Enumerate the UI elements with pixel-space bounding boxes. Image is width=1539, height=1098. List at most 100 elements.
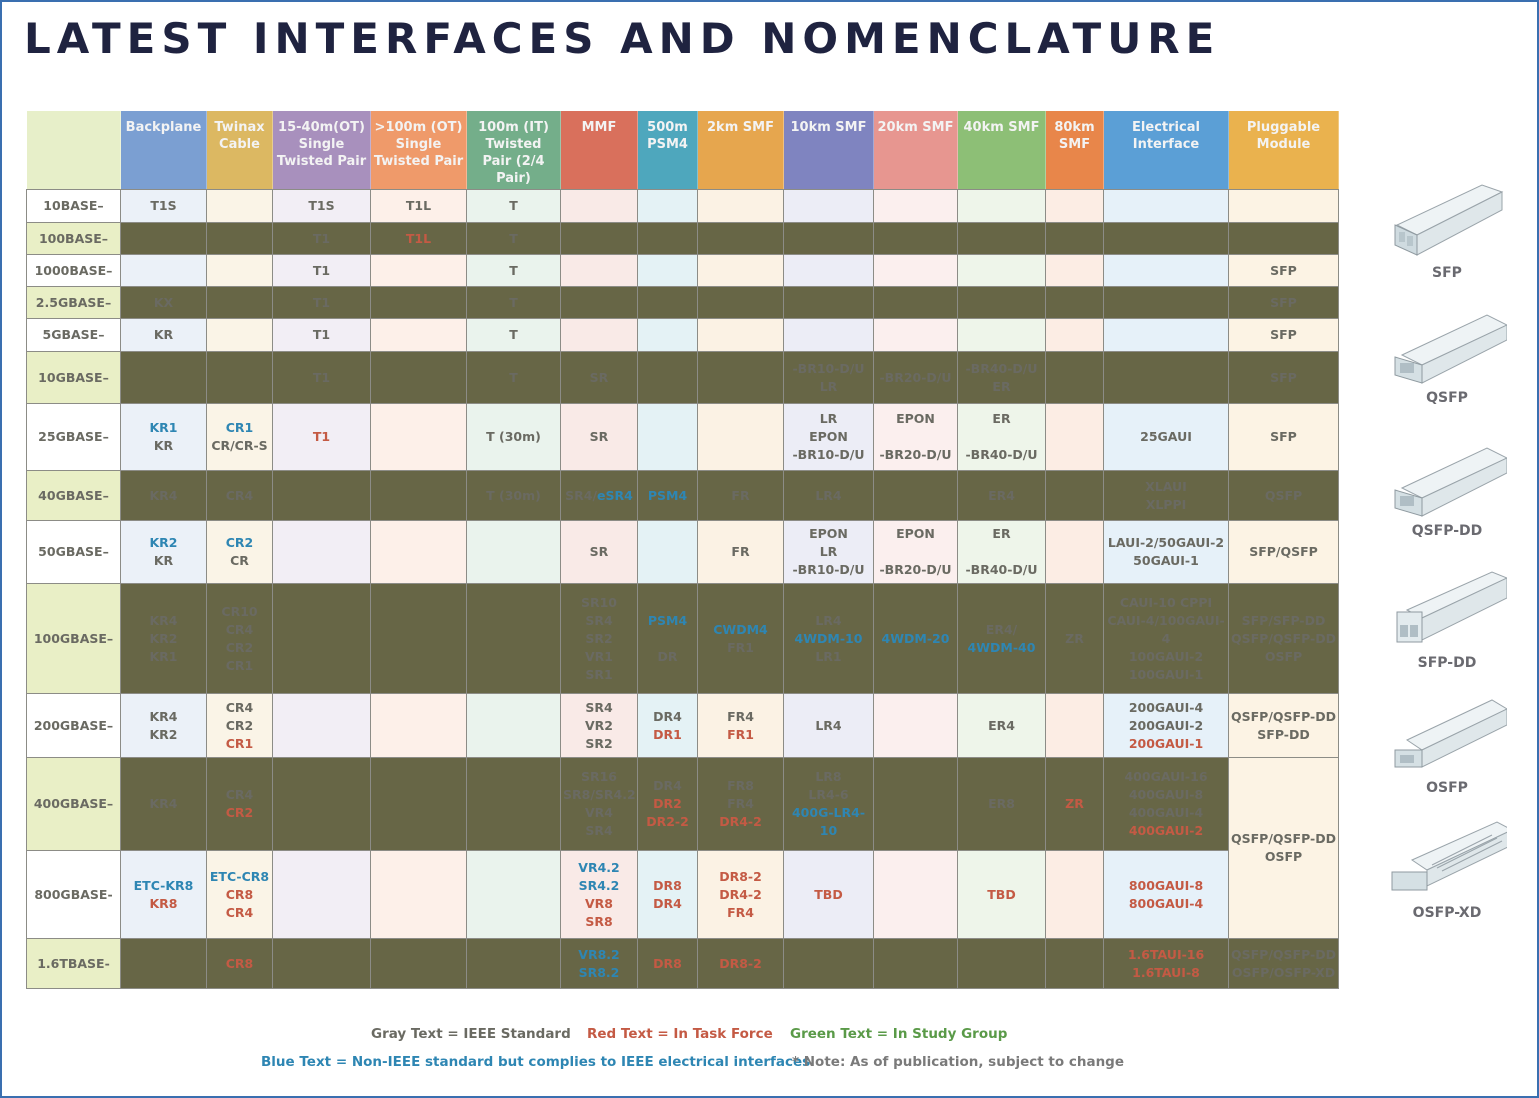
cell-value: ETC-CR8 [209,868,270,884]
table-cell [1045,938,1104,989]
table-cell [783,938,874,989]
table-cell: SFP/SFP-DD QSFP/QSFP-DD OSFP [1228,583,1339,694]
cell-value: CR1 [225,657,254,673]
table-cell [1045,850,1104,939]
table-cell: ETC-CR8 CR8 CR4 [206,850,273,939]
table-cell: EPON -BR20-D/U [873,403,958,471]
table-cell [1045,222,1104,255]
cell-value: 25GAUI [1140,429,1192,444]
row-label: 200GBASE– [26,693,121,758]
cell-value: CR/CR-S [211,438,268,453]
cell-value: KX [153,294,174,310]
table-cell [783,254,874,287]
table-cell: T [466,351,561,404]
cell-value: CR8 [225,955,254,971]
table-cell: T [466,222,561,255]
cell-value: LR [819,411,838,426]
table-cell [370,693,467,758]
table-row: 10BASE– T1S T1S T1L T [26,189,1339,223]
table-cell [466,850,561,939]
module-sfp-dd: SFP-DD [1372,570,1522,671]
cell-value [876,543,955,561]
cell-value: T1L [405,198,432,213]
table-cell: SR4/eSR4 [560,470,638,521]
table-row: 25GBASE– KR1 KR CR1 CR/CR-S T1 T (30m) SR LR EPON… [26,403,1339,471]
cell-value: FR4 [727,796,754,811]
cell-value: 400GAUI-2 [1128,823,1204,838]
cell-value: LAUI-2/50GAUI-2 [1107,535,1225,550]
table-cell [957,222,1046,255]
table-cell: T1 [272,403,371,471]
module-qsfp-dd: QSFP-DD [1372,438,1522,539]
table-cell: DR8-2 DR4-2 FR4 [697,850,784,939]
table-cell [697,286,784,319]
module-label: QSFP-DD [1411,523,1483,539]
cell-value: DR4-2 [719,814,762,829]
cell-value: T (30m) [486,429,541,444]
column-header: 80km SMF [1045,111,1104,190]
cell-value: CWDM4 [713,621,768,637]
table-cell: FR [697,520,784,584]
table-cell: T1 [272,351,371,404]
module-qsfp: QSFP [1372,305,1522,406]
cell-value: SFP-DD [1257,726,1310,742]
table-cell [370,938,467,989]
cell-value: QSFP [1264,487,1303,503]
cell-value: -BR10-D/U [792,562,865,577]
row-label: 10GBASE– [26,351,121,404]
table-cell [957,318,1046,352]
cell-value: FR1 [727,726,754,742]
cell-value: SFP [1270,369,1297,385]
column-header: Backplane [120,111,207,190]
table-cell [1103,351,1229,404]
table-cell [697,189,784,223]
table-cell [272,470,371,521]
cell-value [960,543,1043,561]
table-cell: SFP [1228,351,1339,404]
cell-value [960,428,1043,446]
table-cell: CR4 CR2 [206,757,273,851]
table-cell [697,403,784,471]
table-cell: LAUI-2/50GAUI-2 50GAUI-1 [1103,520,1229,584]
cell-value: PSM4 [647,612,688,628]
table-cell [873,938,958,989]
cell-value: DR4 [653,895,682,911]
cell-value: 50GAUI-1 [1133,553,1199,568]
table-cell: 25GAUI [1103,403,1229,471]
table-cell: QSFP/QSFP-DD SFP-DD [1228,693,1339,758]
table-cell [637,189,698,223]
cell-value: -BR40-D/U [965,447,1038,462]
module-label: QSFP [1426,390,1468,406]
table-cell: VR4.2 SR4.2 VR8 SR8 [560,850,638,939]
cell-value: 200GAUI-1 [1128,735,1204,751]
cell-value: FR8 [727,778,754,793]
cell-value: 800GAUI-8 [1128,877,1204,893]
cell-value: 1.6TAUI-16 [1127,946,1205,962]
cell-value: CR2 [225,805,254,820]
table-cell: -BR40-D/U ER [957,351,1046,404]
table-cell [560,189,638,223]
table-cell [1045,470,1104,521]
cell-value: T1 [312,327,331,342]
cell-value: ER4 [988,487,1015,503]
cell-value: DR8-2 [719,868,762,884]
row-label: 40GBASE– [26,470,121,521]
cell-value: KR2 [149,726,178,742]
cell-value: OSFP [1264,648,1303,664]
cell-value: ETC-KR8 [133,877,194,893]
table-cell [1228,189,1339,223]
table-cell: FR4 FR1 [697,693,784,758]
row-label: 2.5GBASE– [26,286,121,319]
table-cell: FR [697,470,784,521]
legend-red: Red Text = In Task Force [587,1026,773,1042]
cell-value: OSFP/OSFP-XD [1231,964,1336,980]
table-cell [560,222,638,255]
cell-value: ER [992,411,1011,426]
table-cell: KX [120,286,207,319]
row-label: 1.6TBASE- [26,938,121,989]
cell-value: T [509,294,518,310]
cell-value: CR4 [225,904,254,920]
cell-value: KR1 [149,648,178,664]
cell-value: ER8 [988,796,1015,811]
cell-value: SR8 [585,913,613,929]
